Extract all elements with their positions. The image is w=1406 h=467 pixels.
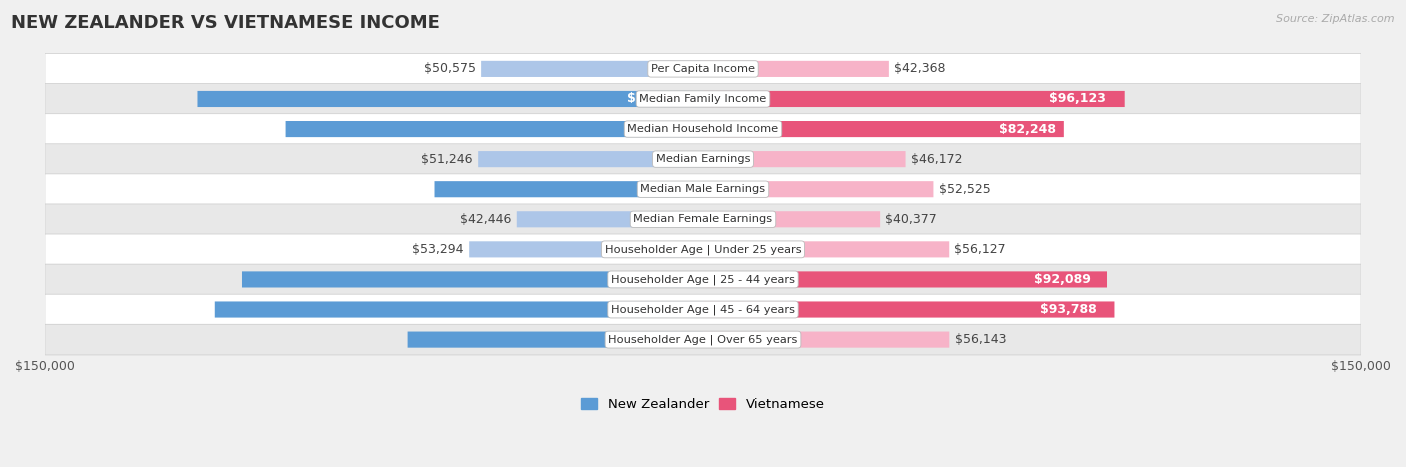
FancyBboxPatch shape	[45, 204, 1361, 234]
FancyBboxPatch shape	[45, 294, 1361, 325]
FancyBboxPatch shape	[45, 174, 1361, 205]
Text: $46,172: $46,172	[911, 153, 962, 166]
Text: $93,788: $93,788	[1040, 303, 1097, 316]
Text: $42,368: $42,368	[894, 63, 946, 75]
FancyBboxPatch shape	[285, 121, 703, 137]
Text: Source: ZipAtlas.com: Source: ZipAtlas.com	[1277, 14, 1395, 24]
FancyBboxPatch shape	[703, 332, 949, 347]
Text: Per Capita Income: Per Capita Income	[651, 64, 755, 74]
FancyBboxPatch shape	[45, 144, 1361, 175]
FancyBboxPatch shape	[242, 271, 703, 288]
FancyBboxPatch shape	[517, 211, 703, 227]
Text: $52,525: $52,525	[939, 183, 990, 196]
FancyBboxPatch shape	[703, 91, 1125, 107]
Text: $53,294: $53,294	[412, 243, 464, 256]
FancyBboxPatch shape	[45, 84, 1361, 114]
Text: Householder Age | Over 65 years: Householder Age | Over 65 years	[609, 334, 797, 345]
Text: $105,085: $105,085	[634, 273, 700, 286]
Text: $115,230: $115,230	[627, 92, 693, 106]
FancyBboxPatch shape	[45, 54, 1361, 84]
Legend: New Zealander, Vietnamese: New Zealander, Vietnamese	[576, 393, 830, 417]
FancyBboxPatch shape	[703, 151, 905, 167]
FancyBboxPatch shape	[408, 332, 703, 347]
FancyBboxPatch shape	[703, 302, 1115, 318]
FancyBboxPatch shape	[45, 264, 1361, 295]
FancyBboxPatch shape	[215, 302, 703, 318]
FancyBboxPatch shape	[434, 181, 703, 197]
Text: $61,199: $61,199	[662, 183, 720, 196]
Text: $50,575: $50,575	[423, 63, 475, 75]
Text: NEW ZEALANDER VS VIETNAMESE INCOME: NEW ZEALANDER VS VIETNAMESE INCOME	[11, 14, 440, 32]
FancyBboxPatch shape	[45, 234, 1361, 265]
FancyBboxPatch shape	[703, 181, 934, 197]
Text: $56,127: $56,127	[955, 243, 1007, 256]
Text: Median Household Income: Median Household Income	[627, 124, 779, 134]
Text: Median Family Income: Median Family Income	[640, 94, 766, 104]
Text: $82,248: $82,248	[998, 122, 1056, 135]
FancyBboxPatch shape	[45, 114, 1361, 144]
FancyBboxPatch shape	[703, 61, 889, 77]
Text: $111,286: $111,286	[630, 303, 696, 316]
Text: $51,246: $51,246	[422, 153, 472, 166]
Text: Householder Age | Under 25 years: Householder Age | Under 25 years	[605, 244, 801, 255]
Text: Householder Age | 45 - 64 years: Householder Age | 45 - 64 years	[612, 304, 794, 315]
Text: Householder Age | 25 - 44 years: Householder Age | 25 - 44 years	[612, 274, 794, 285]
Text: $56,143: $56,143	[955, 333, 1007, 346]
Text: $95,146: $95,146	[640, 122, 697, 135]
Text: $96,123: $96,123	[1049, 92, 1105, 106]
Text: Median Female Earnings: Median Female Earnings	[634, 214, 772, 224]
Text: Median Male Earnings: Median Male Earnings	[641, 184, 765, 194]
FancyBboxPatch shape	[478, 151, 703, 167]
Text: Median Earnings: Median Earnings	[655, 154, 751, 164]
FancyBboxPatch shape	[703, 271, 1107, 288]
Text: $67,333: $67,333	[658, 333, 716, 346]
FancyBboxPatch shape	[703, 241, 949, 257]
Text: $40,377: $40,377	[886, 213, 938, 226]
Text: $42,446: $42,446	[460, 213, 512, 226]
FancyBboxPatch shape	[481, 61, 703, 77]
FancyBboxPatch shape	[703, 211, 880, 227]
FancyBboxPatch shape	[703, 121, 1064, 137]
FancyBboxPatch shape	[470, 241, 703, 257]
Text: $92,089: $92,089	[1035, 273, 1091, 286]
FancyBboxPatch shape	[45, 324, 1361, 355]
FancyBboxPatch shape	[197, 91, 703, 107]
